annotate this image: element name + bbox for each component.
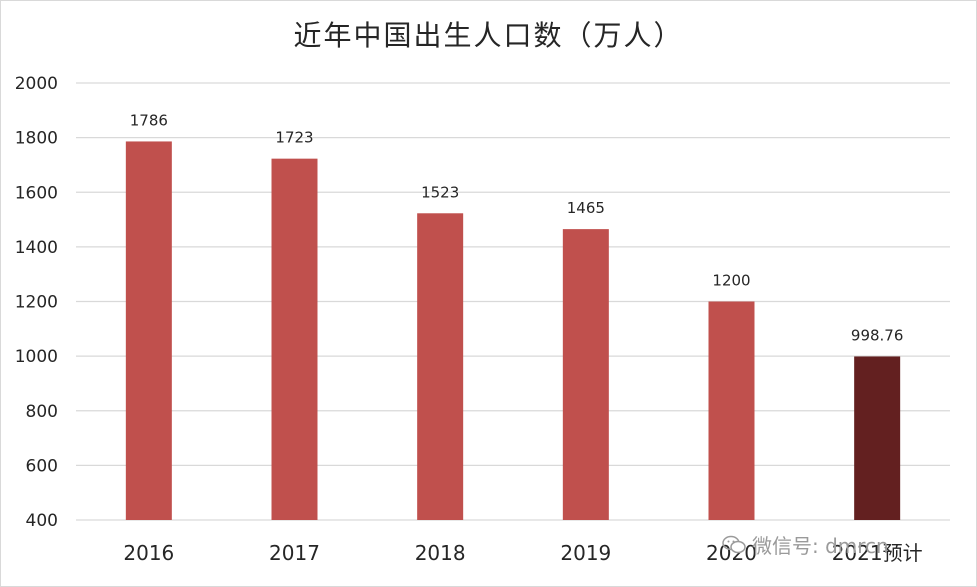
y-tick-label: 2000 <box>15 74 58 94</box>
watermark-text: 微信号: dmrcn <box>752 534 889 558</box>
x-category-label: 2019 <box>560 541 611 565</box>
y-tick-label: 600 <box>26 456 58 476</box>
y-tick-label: 400 <box>26 511 58 531</box>
x-category-label: 2017 <box>269 541 320 565</box>
y-tick-label: 1200 <box>15 293 58 313</box>
watermark: 微信号: dmrcn <box>722 530 889 559</box>
y-tick-label: 800 <box>26 402 58 422</box>
y-tick-label: 1400 <box>15 238 58 258</box>
x-category-label: 2021预计 <box>832 541 923 565</box>
x-category-label: 2016 <box>123 541 174 565</box>
x-category-label: 2018 <box>415 541 466 565</box>
y-tick-label: 1800 <box>15 129 58 149</box>
data-label: 1523 <box>421 183 459 201</box>
bar-2016 <box>125 141 172 521</box>
chart-title: 近年中国出生人口数（万人） <box>293 19 684 52</box>
data-label: 1723 <box>275 129 313 147</box>
data-label: 1465 <box>567 199 605 217</box>
bar-2019 <box>562 229 609 520</box>
y-tick-label: 1000 <box>15 347 58 367</box>
bar-2020 <box>708 301 755 520</box>
bar-2018 <box>417 213 464 520</box>
wechat-icon <box>722 535 746 555</box>
bar-2017 <box>271 158 318 520</box>
data-label: 1200 <box>712 272 750 290</box>
data-label: 1786 <box>130 111 168 129</box>
bar-2021预计 <box>854 356 901 520</box>
data-label: 998.76 <box>851 326 904 344</box>
y-tick-label: 1600 <box>15 183 58 203</box>
